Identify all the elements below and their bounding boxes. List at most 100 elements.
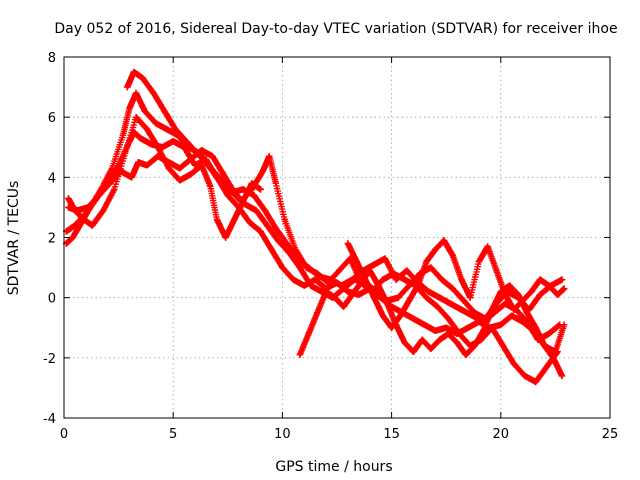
data-point	[550, 354, 557, 362]
data-point	[340, 303, 347, 310]
data-point	[239, 186, 247, 193]
data-point	[314, 309, 321, 316]
data-point	[349, 291, 356, 298]
series-6	[344, 237, 568, 331]
data-point	[325, 279, 332, 286]
data-point	[353, 258, 360, 265]
data-point	[106, 180, 114, 187]
data-point	[394, 294, 402, 301]
data-point	[183, 138, 190, 145]
x-tick-label: 25	[602, 427, 619, 442]
data-point	[279, 264, 286, 271]
data-point	[456, 330, 463, 337]
data-point	[331, 294, 339, 301]
data-point	[405, 297, 413, 304]
data-point	[274, 237, 282, 244]
data-point	[296, 351, 304, 359]
data-point	[248, 180, 256, 187]
data-point	[458, 276, 465, 283]
data-point	[510, 360, 518, 368]
data-point	[187, 171, 194, 178]
data-point	[532, 378, 539, 386]
data-point	[423, 294, 430, 301]
data-point	[176, 177, 183, 184]
data-point	[410, 348, 417, 356]
data-point	[427, 264, 435, 271]
data-point-markers	[63, 89, 563, 343]
data-points	[62, 68, 568, 386]
data-point	[445, 315, 452, 322]
series-1	[62, 89, 563, 343]
data-point	[475, 258, 483, 265]
series-2	[65, 147, 566, 322]
data-point	[272, 225, 280, 232]
data-point	[488, 306, 496, 313]
data-point	[268, 246, 275, 253]
data-point	[379, 312, 387, 319]
data-point	[307, 282, 314, 289]
data-point	[484, 243, 491, 250]
data-point	[95, 192, 103, 199]
data-point	[443, 324, 450, 331]
data-point	[137, 135, 144, 142]
y-tick-label: 4	[48, 171, 56, 186]
data-point	[84, 204, 92, 211]
data-point	[130, 68, 138, 76]
data-point	[215, 174, 223, 181]
data-point	[436, 336, 443, 343]
data-point	[108, 165, 116, 172]
data-point	[154, 144, 162, 151]
data-point	[226, 186, 234, 193]
data-point	[381, 255, 389, 262]
data-point	[139, 74, 146, 82]
y-tick-label: 2	[48, 232, 56, 247]
y-tick-label: 0	[48, 292, 56, 307]
data-point	[355, 291, 363, 298]
data-point	[231, 216, 238, 223]
data-point	[370, 261, 378, 268]
data-point	[471, 342, 478, 349]
data-point	[119, 132, 127, 139]
data-point	[135, 159, 142, 166]
data-point	[80, 216, 87, 223]
data-point	[558, 276, 566, 283]
data-point	[111, 186, 118, 193]
data-point	[143, 162, 151, 169]
data-point	[384, 300, 391, 307]
data-point	[536, 276, 544, 283]
data-point	[388, 324, 395, 331]
data-point	[340, 285, 347, 292]
data-point	[536, 291, 544, 298]
y-tick-label: -2	[43, 352, 56, 367]
data-point	[89, 222, 96, 229]
data-point	[410, 315, 417, 322]
data-point	[220, 171, 227, 178]
data-point	[545, 330, 553, 337]
data-point	[506, 282, 513, 289]
data-point	[296, 264, 304, 271]
data-point	[259, 168, 266, 175]
x-axis-label: GPS time / hours	[275, 459, 392, 475]
data-point	[198, 147, 205, 154]
x-tick-label: 0	[60, 427, 68, 442]
data-point	[335, 267, 343, 274]
y-axis-label: SDTVAR / TECUs	[6, 181, 22, 296]
data-point	[311, 276, 319, 283]
data-point	[150, 89, 157, 97]
data-point	[560, 285, 568, 292]
data-point	[397, 312, 404, 319]
series-3	[124, 68, 561, 386]
data-point	[132, 89, 140, 97]
data-point	[362, 276, 369, 283]
data-point	[480, 327, 487, 334]
data-point	[69, 234, 76, 241]
data-point	[213, 216, 221, 223]
data-point	[515, 291, 522, 298]
data-point	[543, 363, 550, 371]
data-point	[493, 267, 500, 274]
data-point	[401, 339, 408, 346]
data-point	[281, 216, 288, 223]
axis-ticks: 0 5 10 15 20 25 -4 -2 0 2 4 6 8	[43, 51, 618, 442]
data-point	[121, 150, 129, 157]
data-point	[403, 267, 411, 274]
